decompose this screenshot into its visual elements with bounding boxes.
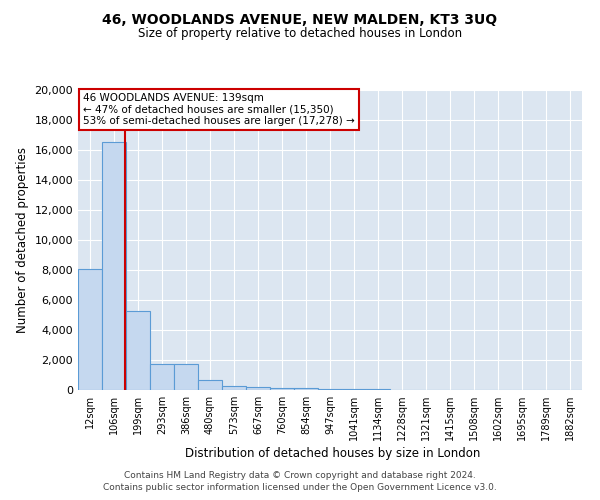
Text: Distribution of detached houses by size in London: Distribution of detached houses by size …	[185, 448, 481, 460]
Text: 46, WOODLANDS AVENUE, NEW MALDEN, KT3 3UQ: 46, WOODLANDS AVENUE, NEW MALDEN, KT3 3U…	[103, 12, 497, 26]
Text: Size of property relative to detached houses in London: Size of property relative to detached ho…	[138, 28, 462, 40]
Bar	[294, 388, 318, 390]
Bar	[174, 364, 198, 390]
Text: Contains public sector information licensed under the Open Government Licence v3: Contains public sector information licen…	[103, 484, 497, 492]
Bar	[150, 364, 174, 390]
Bar	[318, 388, 342, 390]
Bar	[198, 380, 222, 390]
Text: 46 WOODLANDS AVENUE: 139sqm
← 47% of detached houses are smaller (15,350)
53% of: 46 WOODLANDS AVENUE: 139sqm ← 47% of det…	[83, 93, 355, 126]
Bar	[222, 386, 246, 390]
Y-axis label: Number of detached properties: Number of detached properties	[16, 147, 29, 333]
Bar	[270, 388, 294, 390]
Bar	[342, 389, 366, 390]
Bar	[366, 389, 390, 390]
Text: Contains HM Land Registry data © Crown copyright and database right 2024.: Contains HM Land Registry data © Crown c…	[124, 471, 476, 480]
Bar	[102, 142, 126, 390]
Bar	[126, 310, 150, 390]
Bar	[246, 387, 270, 390]
Bar	[78, 268, 102, 390]
